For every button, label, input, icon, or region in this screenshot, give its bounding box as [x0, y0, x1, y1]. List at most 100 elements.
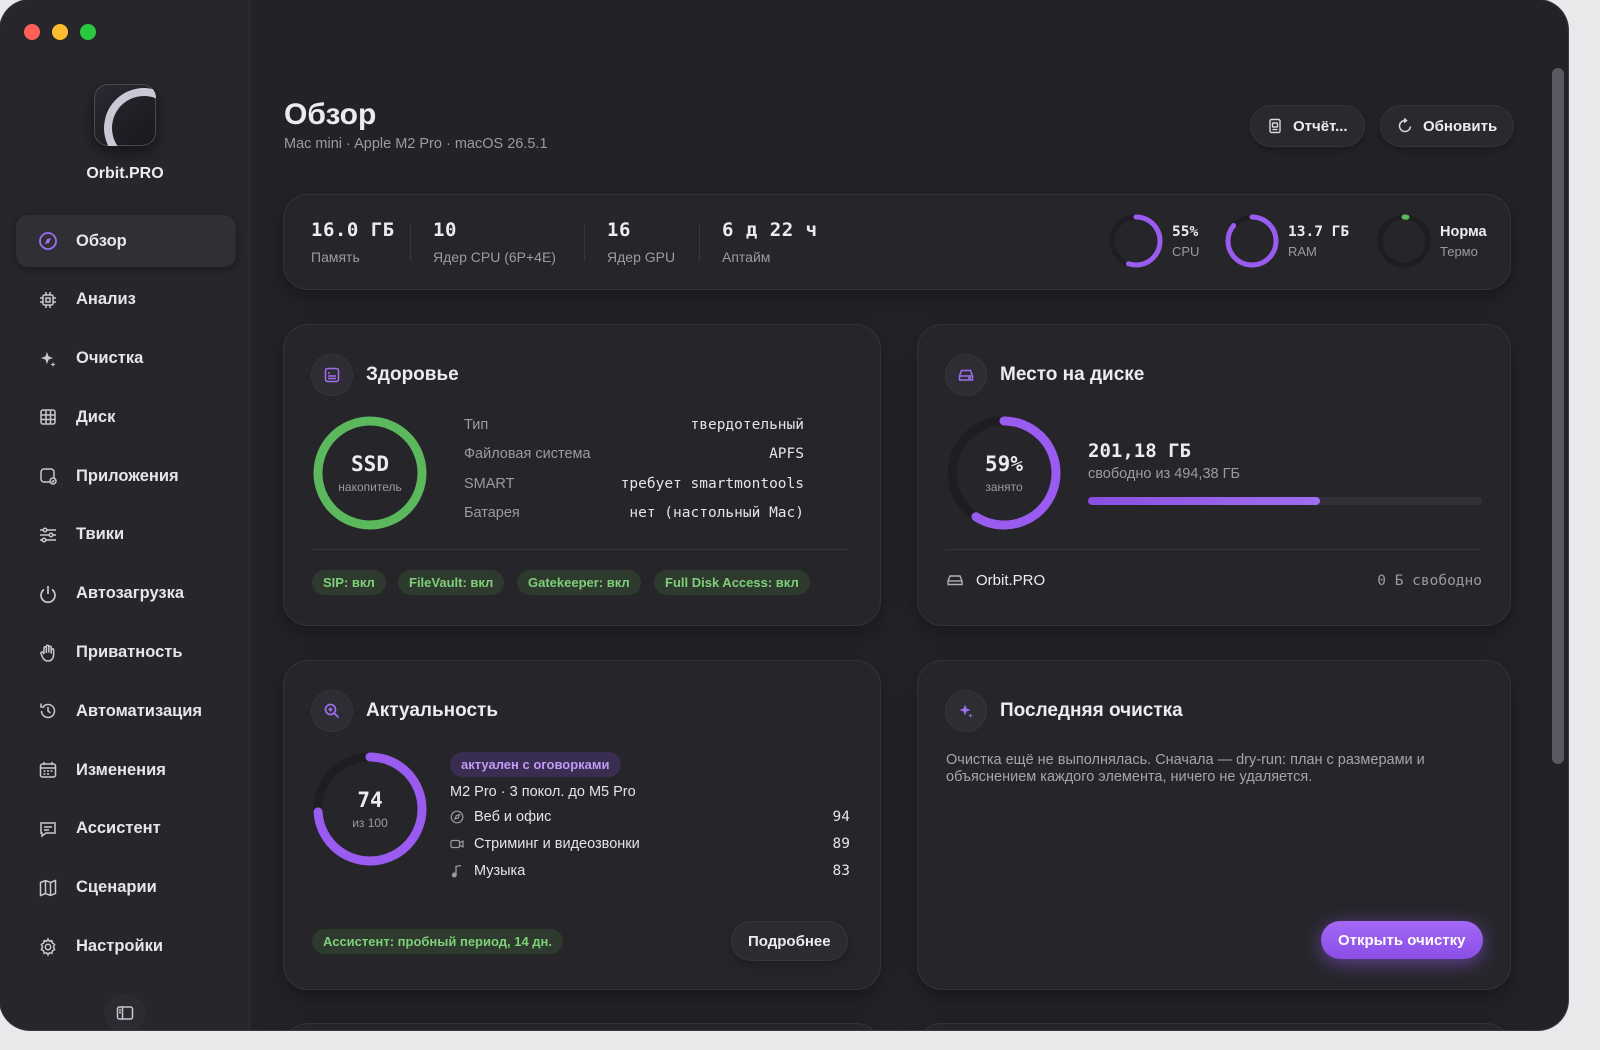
- last-cleanup-card: Последняя очистка Очистка ещё не выполня…: [918, 661, 1510, 989]
- apps-icon: [38, 466, 58, 486]
- sidebar-item-privacy[interactable]: Приватность: [16, 627, 236, 679]
- stat-label: Ядер CPU (6P+4E): [433, 249, 556, 265]
- health-row-fs: Файловая система APFS: [464, 446, 804, 462]
- ring-main: 74: [357, 788, 383, 812]
- ram-gauge: 13.7 ГБ RAM: [1222, 211, 1349, 271]
- disk-free-value: 201,18 ГБ: [1088, 440, 1191, 462]
- sidebar-item-label: Диск: [76, 407, 116, 426]
- divider: [946, 549, 1482, 550]
- report-icon: [1269, 118, 1281, 134]
- next-card-right: [918, 1024, 1510, 1030]
- sidebar-item-scenarios[interactable]: Сценарии: [16, 862, 236, 914]
- sidebar-item-tweaks[interactable]: Твики: [16, 509, 236, 561]
- sidebar-item-label: Автоматизация: [76, 701, 203, 720]
- ring-main: 59%: [985, 452, 1023, 476]
- minimize-window-button[interactable]: [52, 24, 68, 40]
- report-button[interactable]: Отчёт...: [1251, 106, 1364, 146]
- sidebar-item-label: Твики: [76, 525, 125, 544]
- gauge-value: 55%: [1172, 223, 1199, 240]
- sidebar-item-analysis[interactable]: Анализ: [16, 274, 236, 326]
- sidebar-item-settings[interactable]: Настройки: [16, 921, 236, 973]
- sidebar-item-label: Настройки: [76, 937, 164, 956]
- refresh-button[interactable]: Обновить: [1381, 106, 1514, 146]
- gauge-label: Термо: [1440, 243, 1478, 259]
- last-cleanup-title: Последняя очистка: [1000, 700, 1183, 721]
- sidebar-item-disk[interactable]: Диск: [16, 391, 236, 443]
- sidebar-item-changes[interactable]: Изменения: [16, 744, 236, 796]
- ring-progress-arc: [313, 416, 427, 530]
- sidebar-item-cleanup[interactable]: Очистка: [16, 333, 236, 385]
- cpu-gauge: 55% CPU: [1106, 211, 1199, 271]
- last-cleanup-text: Очистка ещё не выполнялась. Сначала — dr…: [946, 752, 1425, 785]
- health-row-smart: SMART требует smartmontools: [464, 476, 804, 492]
- ssd-ring-graphic: [313, 416, 427, 530]
- sidebar-item-overview[interactable]: Обзор: [16, 215, 236, 267]
- scrollbar[interactable]: [1552, 68, 1564, 764]
- ring-progress-arc: [1225, 214, 1279, 268]
- ring-sub: занято: [985, 480, 1023, 494]
- relevance-score-ring: 74 из 100: [312, 751, 428, 867]
- health-row-type: Тип твердотельный: [464, 417, 804, 433]
- health-card: Здоровье SSD накопитель Тип твердотельный…: [284, 325, 880, 625]
- stat-memory: 16.0 ГБ Память: [311, 219, 395, 265]
- sip-chip: SIP: вкл: [312, 570, 386, 595]
- full-disk-access-chip: Full Disk Access: вкл: [654, 570, 810, 595]
- row-value: нет (настольный Mac): [629, 505, 804, 521]
- compass-icon: [38, 231, 58, 251]
- gear-icon: [38, 937, 58, 957]
- grid-disk-icon: [38, 407, 58, 427]
- row-key: Тип: [464, 417, 489, 433]
- divider: [584, 223, 585, 261]
- divider: [699, 223, 700, 261]
- disk-usage-ring-graphic: [947, 416, 1061, 530]
- score-row-music: Музыка 83: [450, 863, 850, 879]
- page-title: Обзор: [284, 98, 377, 131]
- power-icon: [38, 584, 58, 604]
- app-window: Orbit.PRO Обзор Анализ Очистка Диск Прил…: [0, 0, 1568, 1030]
- row-key: SMART: [464, 476, 515, 492]
- divider: [410, 223, 411, 261]
- row-key: Файловая система: [464, 446, 591, 462]
- relevance-badge: актуален с оговорками: [450, 752, 621, 777]
- volume-row[interactable]: Orbit.PRO: [946, 571, 1045, 589]
- score-label: Музыка: [474, 863, 526, 879]
- sidebar-toggle-icon: [116, 1006, 134, 1020]
- stat-label: Память: [311, 249, 360, 265]
- sidebar-toggle-button[interactable]: [104, 994, 146, 1030]
- next-card-left: [284, 1024, 880, 1030]
- health-icon: [312, 355, 352, 395]
- drive-icon: [946, 355, 986, 395]
- sidebar-item-apps[interactable]: Приложения: [16, 450, 236, 502]
- sliders-icon: [38, 525, 58, 545]
- filevault-chip: FileVault: вкл: [398, 570, 505, 595]
- score-value: 94: [832, 809, 850, 825]
- sidebar-item-label: Очистка: [76, 349, 144, 368]
- row-value: твердотельный: [690, 417, 805, 433]
- zoom-window-button[interactable]: [80, 24, 96, 40]
- disk-usage-bar-fill: [1088, 497, 1321, 505]
- sidebar-item-automation[interactable]: Автоматизация: [16, 685, 236, 737]
- open-cleanup-button[interactable]: Открыть очистку: [1321, 921, 1483, 959]
- close-window-button[interactable]: [24, 24, 40, 40]
- score-label: Стриминг и видеозвонки: [474, 836, 640, 852]
- stat-value: 6 д 22 ч: [722, 219, 818, 241]
- gatekeeper-chip: Gatekeeper: вкл: [517, 570, 641, 595]
- stat-value: 16.0 ГБ: [311, 219, 395, 241]
- main-content: Обзор Mac mini · Apple M2 Pro · macOS 26…: [250, 0, 1568, 1030]
- window-controls: [24, 24, 96, 40]
- details-button[interactable]: Подробнее: [732, 922, 847, 960]
- sidebar-item-assistant[interactable]: Ассистент: [16, 803, 236, 855]
- disk-usage-ring: 59% занято: [946, 415, 1062, 531]
- calendar-icon: [38, 760, 58, 780]
- hand-icon: [38, 643, 58, 663]
- disk-usage-bar: [1088, 497, 1482, 505]
- score-value: 83: [832, 863, 850, 879]
- sparkles-icon: [946, 691, 986, 731]
- sidebar-item-startup[interactable]: Автозагрузка: [16, 568, 236, 620]
- ram-gauge-ring: [1225, 214, 1279, 268]
- sidebar-item-label: Автозагрузка: [76, 584, 185, 603]
- stat-value: 16: [607, 219, 631, 241]
- compass-small-icon: [450, 810, 464, 824]
- sidebar-item-label: Приложения: [76, 466, 179, 485]
- ring-progress-arc: [947, 416, 1061, 530]
